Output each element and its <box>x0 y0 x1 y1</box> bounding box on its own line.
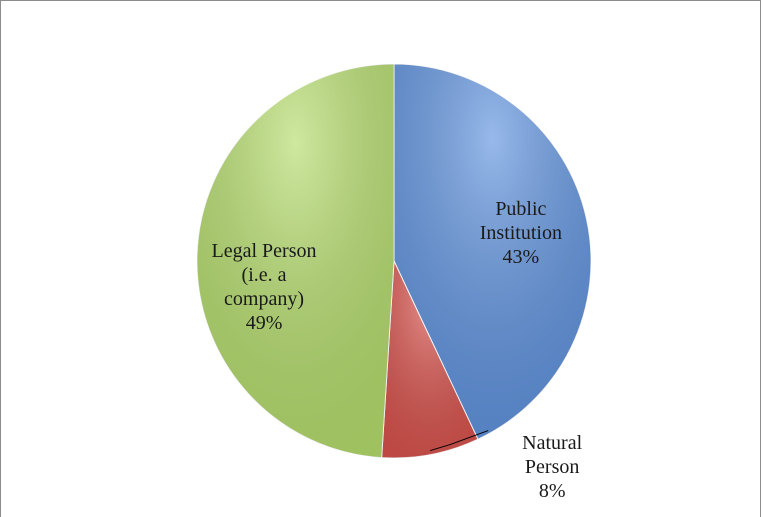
slice-label: Legal Person (i.e. a company) 49% <box>204 239 324 335</box>
category-label: Legal Person (i.e. a company) <box>211 239 317 310</box>
slice-shade <box>381 261 478 458</box>
value-label: 8% <box>538 479 566 502</box>
slice-shade <box>197 64 394 458</box>
category-label: Public Institution <box>479 197 562 244</box>
value-label: 43% <box>502 245 540 268</box>
slice-shade <box>394 64 591 440</box>
slice-label: Natural Person 8% <box>507 431 597 503</box>
leader-line <box>430 430 489 452</box>
value-label: 49% <box>245 311 283 334</box>
category-label: Natural Person <box>522 431 583 478</box>
slice-label: Public Institution 43% <box>461 197 581 269</box>
